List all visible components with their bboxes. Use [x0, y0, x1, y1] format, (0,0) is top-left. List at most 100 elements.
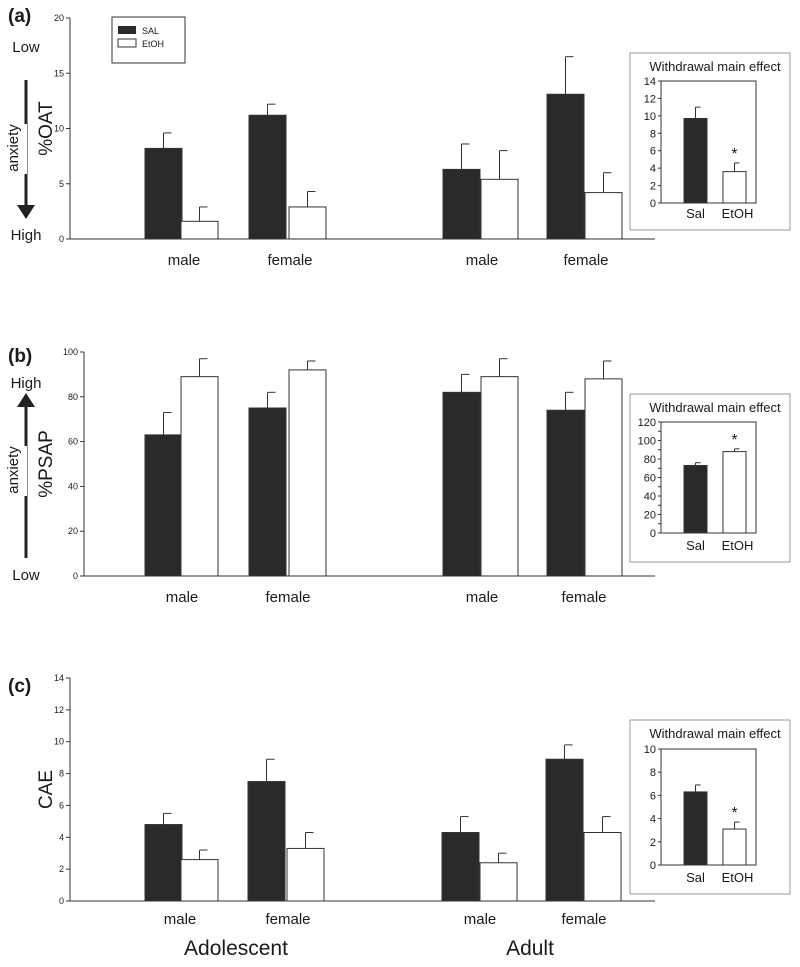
- anxiety-arrow-head: [17, 393, 35, 407]
- panel-label: (a): [8, 6, 31, 27]
- inset-x-label: Sal: [686, 206, 705, 221]
- y-tick-label: 6: [59, 800, 64, 810]
- y-tick-label: 8: [59, 769, 64, 779]
- inset-bar-sal: [683, 117, 708, 204]
- inset-x-label: EtOH: [722, 870, 754, 885]
- bar-etoh: [480, 376, 519, 577]
- bar-etoh: [288, 206, 327, 240]
- inset-title: Withdrawal main effect: [649, 726, 781, 741]
- panel-c: (c) 0 2 4 6 8 10 12 14 CAE male female male female Wit…: [8, 673, 791, 928]
- age-label-adult: Adult: [506, 937, 554, 960]
- y-tick-label: 20: [68, 526, 78, 536]
- bar-etoh: [288, 369, 327, 577]
- inset-title: Withdrawal main effect: [649, 59, 781, 74]
- y-axis-title: CAE: [36, 770, 57, 809]
- inset-y-tick-label: 40: [644, 491, 656, 503]
- bar-sal: [442, 391, 481, 577]
- inset-y-tick-label: 80: [644, 454, 656, 466]
- bar-etoh: [480, 178, 519, 240]
- inset-y-tick-label: 60: [644, 473, 656, 485]
- bar-sal: [545, 758, 584, 902]
- bar-sal: [144, 434, 183, 577]
- panel-label: (c): [8, 676, 31, 697]
- inset-bar-sal: [683, 791, 708, 866]
- arrow-bottom-label: Low: [12, 567, 40, 584]
- inset-y-tick-label: 20: [644, 510, 656, 522]
- inset-y-tick-label: 0: [650, 860, 656, 872]
- legend-label-sal: SAL: [142, 26, 159, 36]
- bar-etoh: [286, 847, 325, 902]
- y-tick-label: 0: [59, 234, 64, 244]
- inset-frame: [629, 52, 791, 231]
- bar-etoh: [584, 378, 623, 577]
- inset-chart: Withdrawal main effect 0 20 40 60 80 100 120 Sal…: [629, 393, 791, 563]
- x-category-label: male: [164, 911, 197, 928]
- x-category-label: male: [466, 252, 499, 269]
- x-category-label: female: [561, 911, 606, 928]
- y-tick-label: 2: [59, 864, 64, 874]
- inset-y-tick-label: 12: [644, 93, 656, 105]
- y-tick-label: 40: [68, 481, 78, 491]
- inset-x-label: Sal: [686, 538, 705, 553]
- arrow-label-backdrop: [11, 124, 27, 174]
- x-category-label: male: [168, 252, 201, 269]
- x-category-label: female: [265, 911, 310, 928]
- inset-y-tick-label: 10: [644, 744, 656, 756]
- inset-y-tick-label: 6: [650, 790, 656, 802]
- legend-swatch-etoh: [117, 38, 137, 48]
- age-label-adolescent: Adolescent: [184, 937, 288, 960]
- inset-title: Withdrawal main effect: [649, 400, 781, 415]
- inset-y-tick-label: 0: [650, 528, 656, 540]
- inset-y-tick-label: 4: [650, 814, 656, 826]
- inset-bar-etoh: [722, 828, 747, 866]
- inset-chart: Withdrawal main effect 0 2 4 6 8 10 12 14 Sal EtOH…: [629, 52, 791, 231]
- inset-y-tick-label: 2: [650, 181, 656, 193]
- bar-etoh: [180, 376, 219, 577]
- inset-x-label: EtOH: [722, 206, 754, 221]
- inset-y-tick-label: 14: [644, 76, 656, 88]
- panel-label: (b): [8, 346, 32, 367]
- bar-etoh: [584, 192, 623, 240]
- inset-y-tick-label: 10: [644, 111, 656, 123]
- bar-sal: [144, 824, 183, 902]
- inset-y-tick-label: 8: [650, 128, 656, 140]
- y-axis-title: %OAT: [36, 101, 57, 156]
- bar-sal: [144, 147, 183, 240]
- bar-etoh: [479, 862, 518, 902]
- x-category-label: female: [563, 252, 608, 269]
- x-category-label: male: [464, 911, 497, 928]
- inset-chart: Withdrawal main effect 0 2 4 6 8 10 Sal EtOH *: [629, 719, 791, 895]
- inset-bar-etoh: [722, 171, 747, 204]
- x-category-label: female: [561, 589, 606, 606]
- x-category-label: female: [267, 252, 312, 269]
- y-tick-label: 60: [68, 437, 78, 447]
- significance-marker: *: [731, 432, 737, 449]
- bar-sal: [442, 168, 481, 240]
- arrow-top-label: Low: [12, 39, 40, 56]
- panel-b: (b) 0 20 40 60 80 100 %PSAP High Low anxiety male fe…: [5, 346, 791, 606]
- arrow-text: anxiety: [5, 446, 22, 494]
- x-category-label: female: [265, 589, 310, 606]
- y-tick-label: 15: [54, 68, 64, 78]
- bar-etoh: [180, 220, 219, 240]
- legend-swatch-sal: [118, 26, 136, 34]
- significance-marker: *: [731, 805, 737, 822]
- arrow-text: anxiety: [5, 124, 22, 172]
- bar-etoh: [180, 859, 219, 902]
- y-tick-label: 100: [63, 347, 78, 357]
- y-tick-label: 10: [54, 737, 64, 747]
- legend-label-etoh: EtOH: [142, 39, 164, 49]
- y-tick-label: 5: [59, 179, 64, 189]
- arrow-bottom-label: High: [11, 227, 42, 244]
- inset-x-label: Sal: [686, 870, 705, 885]
- y-tick-label: 12: [54, 705, 64, 715]
- y-tick-label: 10: [54, 124, 64, 134]
- arrow-label-backdrop: [11, 446, 27, 496]
- inset-bar-etoh: [722, 451, 747, 534]
- arrow-top-label: High: [11, 375, 42, 392]
- bar-sal: [248, 114, 287, 240]
- inset-y-tick-label: 4: [650, 163, 656, 175]
- bar-sal: [546, 93, 585, 240]
